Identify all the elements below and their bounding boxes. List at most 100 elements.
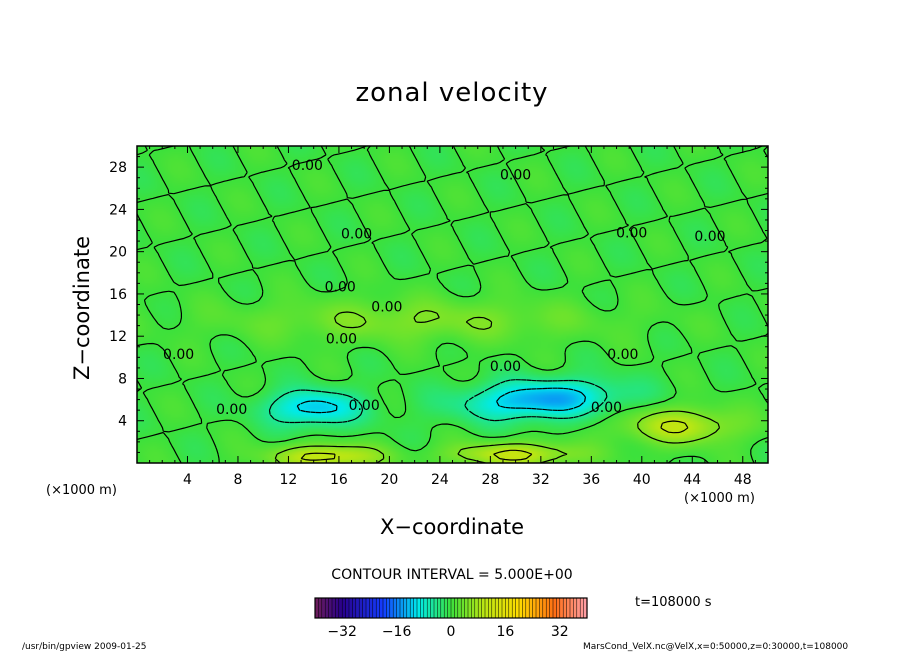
colorbar-segment [406, 598, 411, 618]
colorbar-segment [366, 598, 370, 618]
colorbar-segment [423, 598, 428, 618]
colorbar-segment [389, 598, 394, 618]
contour-label: 0.00 [341, 227, 372, 243]
colorbar-segment [410, 598, 415, 618]
contour-label: 0.00 [349, 398, 380, 414]
colorbar-segment [539, 598, 544, 618]
colorbar-segment [372, 598, 377, 618]
x-axis-label: X−coordinate [380, 515, 524, 539]
colorbar-segment [352, 598, 357, 618]
colorbar-segment [556, 598, 561, 618]
colorbar-tick-label: 16 [496, 624, 514, 640]
colorbar-segment [362, 598, 367, 618]
contour-label: 0.00 [216, 402, 247, 418]
colorbar-segment [447, 598, 452, 618]
colorbar-segment [440, 598, 445, 618]
colorbar-segment [566, 598, 571, 618]
y-tick-label: 4 [118, 414, 127, 430]
colorbar-segment [355, 598, 360, 618]
colorbar-segment [549, 598, 554, 618]
x-tick-label: 40 [633, 472, 651, 488]
colorbar-tick-label: 32 [551, 624, 569, 640]
contour-label: 0.00 [163, 347, 194, 363]
colorbar-segment [580, 598, 585, 618]
colorbar-frame [314, 597, 588, 619]
colorbar: −32 −16 0 16 32 [314, 597, 588, 640]
x-tick-label: 4 [183, 472, 192, 488]
colorbar-segment [559, 598, 564, 618]
colorbar-segment [318, 598, 323, 618]
colorbar-segment [576, 598, 581, 618]
plot-area [137, 146, 768, 463]
contour-label: 0.00 [490, 359, 521, 375]
y-axis: 4 8 12 16 20 24 28 [109, 145, 768, 464]
x-tick-label: 16 [330, 472, 348, 488]
contour-label: 0.00 [325, 280, 356, 296]
contour-labels: 0.00 0.00 0.00 0.00 0.00 0.00 0.00 0.00 0.00 0.00… [163, 158, 725, 418]
colorbar-tick-label: −32 [327, 624, 357, 640]
colorbar-segment [498, 598, 503, 618]
x-tick-label: 32 [532, 472, 550, 488]
colorbar-segment [383, 598, 387, 618]
colorbar-segment [345, 598, 350, 618]
chart-title: zonal velocity [355, 78, 549, 108]
colorbar-segment [519, 598, 523, 618]
colorbar-tick-label: 0 [447, 624, 456, 640]
colorbar-segment [444, 598, 449, 618]
contour-label: 0.00 [326, 331, 357, 347]
colorbar-segment [393, 598, 398, 618]
colorbar-segment [512, 598, 517, 618]
colorbar-segment [553, 598, 557, 618]
colorbar-segment [522, 598, 527, 618]
contour-label: 0.00 [591, 400, 622, 416]
colorbar-segment [563, 598, 568, 618]
colorbar-segment [505, 598, 510, 618]
y-tick-label: 12 [109, 329, 127, 345]
colorbar-segment [491, 598, 496, 618]
contour-negative [268, 379, 608, 424]
heatmap-field [137, 146, 768, 463]
contour-label: 0.00 [371, 300, 402, 316]
contour-positive [300, 420, 689, 461]
colorbar-segment [427, 598, 432, 618]
colorbar-segment [485, 598, 489, 618]
colorbar-segment [481, 598, 486, 618]
y-tick-label: 16 [109, 287, 127, 303]
colorbar-segment [468, 598, 472, 618]
x-tick-label: 36 [582, 472, 600, 488]
colorbar-segment [338, 598, 343, 618]
y-tick-label: 24 [109, 202, 127, 218]
time-label: t=108000 s [635, 595, 712, 610]
colorbar-segment [386, 598, 391, 618]
colorbar-segment [321, 598, 326, 618]
x-tick-label: 44 [683, 472, 701, 488]
contour-label: 0.00 [500, 168, 531, 184]
colorbar-segment [461, 598, 466, 618]
contour-label: 0.00 [292, 158, 323, 174]
x-axis: 4 8 12 16 20 24 28 32 36 40 44 48 [136, 146, 769, 488]
colorbar-segment [525, 598, 530, 618]
footer-source: MarsCond_VelX.nc@VelX,x=0:50000,z=0:3000… [583, 642, 849, 652]
colorbar-segment [434, 598, 438, 618]
x-tick-label: 28 [481, 472, 499, 488]
x-tick-label: 48 [734, 472, 752, 488]
colorbar-segment [583, 598, 588, 618]
colorbar-segment [474, 598, 479, 618]
colorbar-segment [342, 598, 347, 618]
colorbar-segment [488, 598, 493, 618]
contour-label: 0.00 [616, 226, 647, 242]
colorbar-segment [451, 598, 455, 618]
colorbar-segment [536, 598, 540, 618]
colorbar-segment [508, 598, 513, 618]
colorbar-segment [328, 598, 333, 618]
colorbar-segment [515, 598, 520, 618]
colorbar-segment [332, 598, 336, 618]
colorbar-segment [369, 598, 374, 618]
contour-positive [274, 310, 721, 463]
colorbar-segment [464, 598, 469, 618]
footer-program: /usr/bin/gpview 2009-01-25 [22, 642, 147, 652]
colorbar-segment [396, 598, 401, 618]
colorbar-segment [495, 598, 500, 618]
x-tick-label: 24 [431, 472, 449, 488]
